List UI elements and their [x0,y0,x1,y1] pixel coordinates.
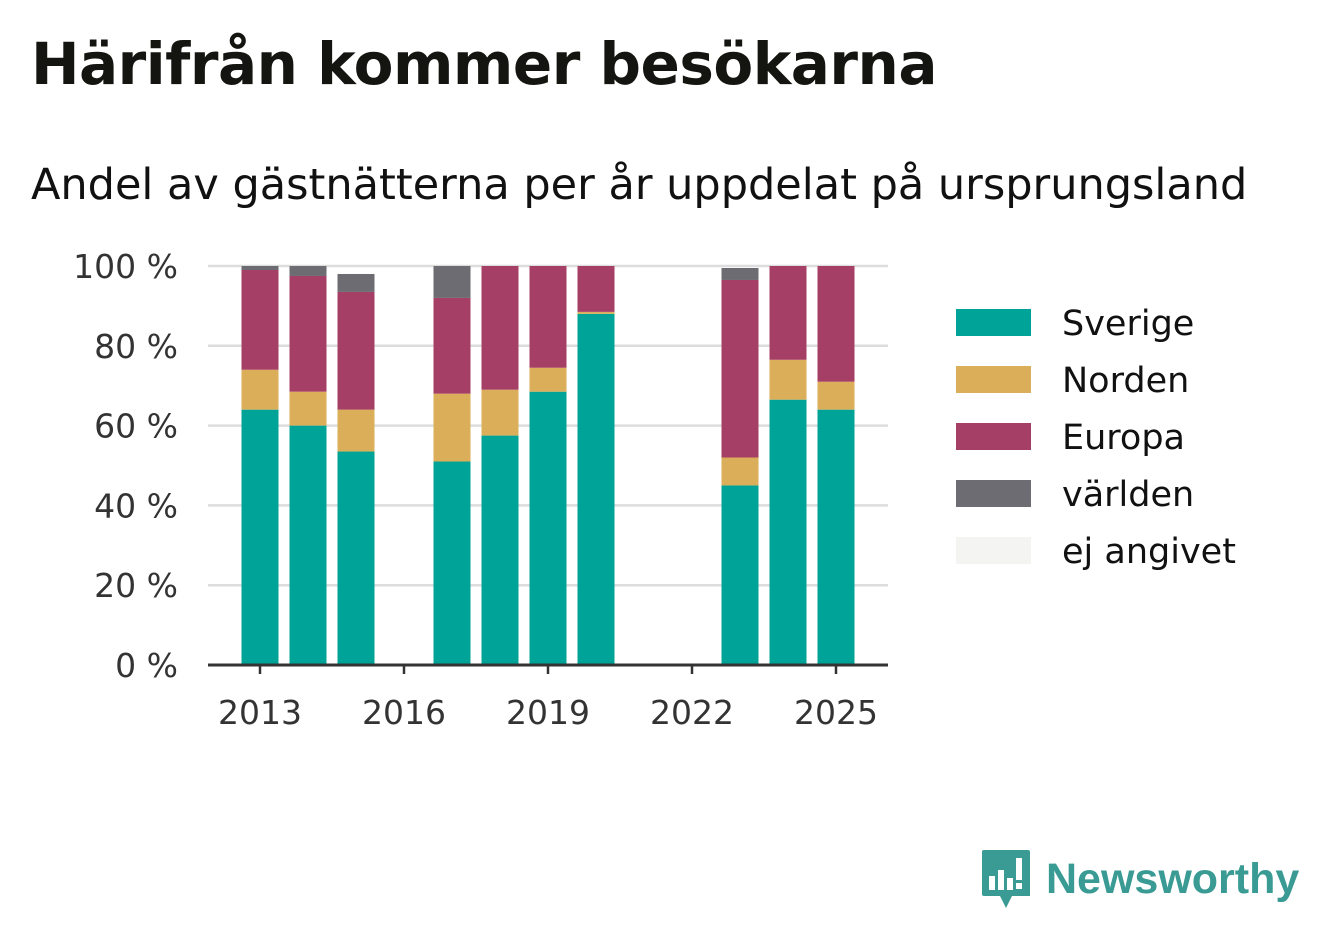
bar-segment-sverige-2014 [289,425,327,665]
bar-segment-sverige-2017 [433,461,471,665]
bar-segment-norden-2015 [337,409,375,452]
bar-segment-europa-2013 [241,269,279,370]
bar-segment-europa-2014 [289,275,327,392]
bar-segment-norden-2013 [241,369,279,410]
bar-segment-sverige-2015 [337,451,375,665]
y-tick-label: 40 % [94,486,178,525]
bar-segment-norden-2019 [529,367,567,392]
bar-segment-norden-2018 [481,389,519,436]
bar-segment-sverige-2019 [529,391,567,665]
legend-label: Norden [1062,361,1189,401]
newsworthy-logo-icon [982,850,1030,908]
legend-swatch [956,423,1031,450]
bar-segment-norden-2025 [817,381,855,410]
bar-segment-sverige-2013 [241,409,279,665]
bar-segment-europa-2017 [433,297,471,394]
legend-label: ej angivet [1062,532,1236,572]
brand-name: Newsworthy [1046,854,1300,903]
bar-segment-norden-2014 [289,391,327,426]
chart-title: Härifrån kommer besökarna [31,30,937,98]
bar-segment-europa-2015 [337,291,375,410]
x-tick-label: 2019 [506,693,590,732]
bar-segment-europa-2023 [721,279,759,458]
bar-segment-norden-2023 [721,457,759,486]
bar-segment-sverige-2025 [817,409,855,665]
brand-logo: Newsworthy [980,848,1299,910]
bar-segment-världen-2023 [721,267,759,280]
bar-segment-världen-2013 [241,266,279,270]
legend-swatch [956,309,1031,336]
x-tick-label: 2016 [362,693,446,732]
bar-segment-sverige-2024 [769,399,807,665]
bar-segment-norden-2017 [433,393,471,462]
bar-segment-europa-2019 [529,266,567,368]
y-tick-label: 100 % [73,247,178,286]
x-tick-label: 2025 [794,693,878,732]
y-tick-label: 60 % [94,407,178,446]
bar-segment-europa-2025 [817,266,855,382]
bar-segment-världen-2017 [433,266,471,298]
bar-segment-norden-2020 [577,311,615,314]
legend-label: Europa [1062,418,1185,458]
x-tick-label: 2013 [218,693,302,732]
bar-segment-sverige-2018 [481,435,519,665]
bar-segment-sverige-2023 [721,485,759,665]
legend-swatch [956,537,1031,564]
y-tick-label: 0 % [115,646,178,685]
bar-segment-europa-2020 [577,266,615,312]
bar-segment-sverige-2020 [577,313,615,665]
x-tick-label: 2022 [650,693,734,732]
legend-swatch [956,480,1031,507]
bar-segment-europa-2024 [769,266,807,360]
legend-label: Sverige [1062,304,1194,344]
legend-swatch [956,366,1031,393]
legend-label: världen [1062,475,1194,515]
y-tick-label: 20 % [94,566,178,605]
bar-segment-världen-2015 [337,273,375,292]
y-tick-label: 80 % [94,327,178,366]
bar-segment-europa-2018 [481,266,519,390]
bar-segment-norden-2024 [769,359,807,400]
chart-subtitle: Andel av gästnätterna per år uppdelat på… [31,160,1248,210]
bar-segment-världen-2014 [289,266,327,276]
